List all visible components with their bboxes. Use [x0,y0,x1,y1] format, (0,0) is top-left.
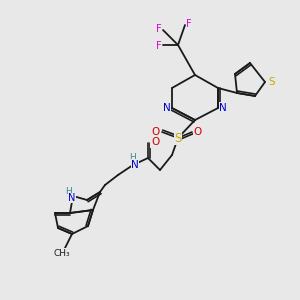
Text: N: N [219,103,227,113]
Text: H: H [64,187,71,196]
Text: O: O [194,127,202,137]
Text: F: F [156,41,162,51]
Text: CH₃: CH₃ [54,248,70,257]
Text: O: O [151,137,159,147]
Text: S: S [174,131,182,145]
Text: N: N [68,193,76,203]
Text: F: F [186,19,192,29]
Text: S: S [269,77,275,87]
Text: N: N [163,103,171,113]
Text: H: H [129,154,135,163]
Text: F: F [156,24,162,34]
Text: N: N [131,160,139,170]
Text: O: O [152,127,160,137]
